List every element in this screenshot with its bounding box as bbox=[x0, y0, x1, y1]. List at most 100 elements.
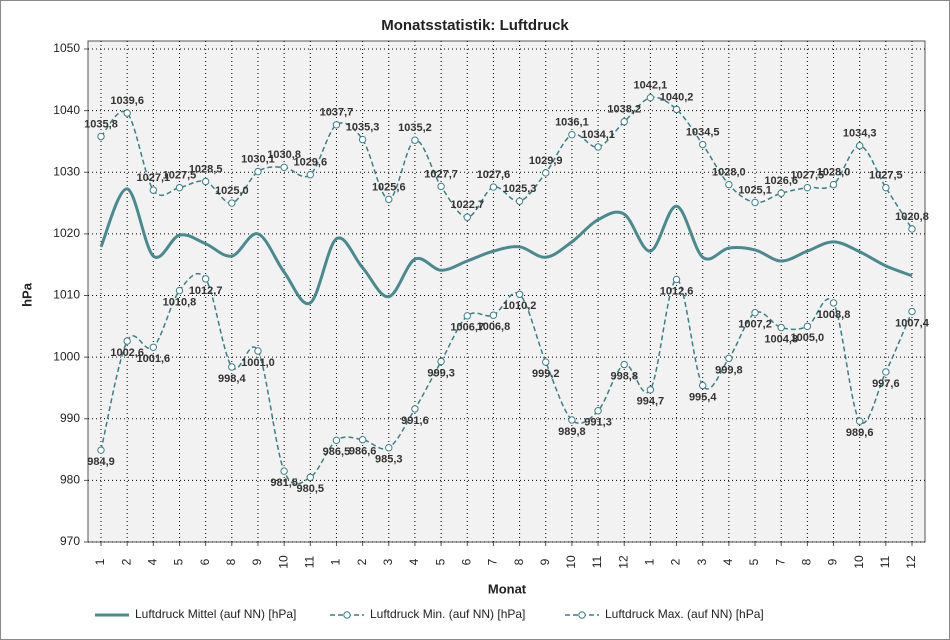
marker bbox=[568, 130, 576, 139]
value-label: 1029,9 bbox=[529, 155, 563, 167]
marker bbox=[411, 405, 419, 413]
marker bbox=[568, 416, 576, 424]
value-label: 1037,7 bbox=[320, 107, 354, 119]
x-tick-label: 1 bbox=[643, 558, 657, 565]
value-label: 1039,6 bbox=[110, 95, 144, 107]
value-label: 1012,6 bbox=[660, 285, 694, 297]
x-tick-label: 9 bbox=[826, 558, 840, 565]
marker bbox=[908, 225, 916, 233]
x-tick-label: 12 bbox=[904, 555, 918, 569]
value-label: 1027,5 bbox=[869, 170, 903, 182]
x-tick-label: 7 bbox=[486, 558, 500, 565]
marker bbox=[97, 446, 105, 454]
value-label: 1030,1 bbox=[241, 154, 275, 166]
value-label: 1006,7 bbox=[450, 322, 484, 334]
marker bbox=[463, 312, 471, 320]
value-label: 1010,8 bbox=[163, 296, 197, 308]
marker bbox=[855, 142, 864, 150]
x-tick-label: 8 bbox=[800, 558, 814, 565]
value-label: 1038,2 bbox=[607, 104, 641, 116]
value-label: 1035,3 bbox=[346, 121, 380, 133]
value-label: 1027,7 bbox=[424, 168, 458, 180]
x-tick-label: 2 bbox=[119, 558, 133, 565]
marker bbox=[358, 135, 367, 144]
marker bbox=[254, 167, 262, 176]
value-label: 1025,1 bbox=[738, 184, 772, 196]
marker bbox=[594, 407, 602, 415]
marker bbox=[829, 299, 838, 307]
value-label: 1035,8 bbox=[84, 118, 118, 130]
value-label: 1001,6 bbox=[136, 353, 170, 365]
marker bbox=[385, 444, 393, 452]
value-label: 1034,5 bbox=[686, 126, 720, 138]
x-tick-label: 5 bbox=[747, 558, 761, 565]
y-tick-label: 1010 bbox=[53, 288, 80, 302]
x-axis-title: Monat bbox=[488, 581, 527, 596]
marker bbox=[149, 186, 158, 194]
x-tick-label: 11 bbox=[302, 555, 316, 568]
marker bbox=[542, 169, 550, 177]
x-tick-label: 1 bbox=[329, 558, 343, 565]
x-tick-label: 10 bbox=[564, 555, 578, 569]
value-label: 1010,2 bbox=[503, 300, 537, 312]
value-label: 981,5 bbox=[270, 477, 298, 489]
marker bbox=[515, 290, 524, 298]
marker bbox=[437, 357, 445, 366]
x-tick-label: 4 bbox=[407, 558, 421, 565]
y-tick-label: 1040 bbox=[53, 103, 80, 117]
value-label: 998,4 bbox=[218, 373, 246, 385]
marker bbox=[332, 436, 341, 445]
y-tick-label: 980 bbox=[60, 473, 80, 487]
marker bbox=[97, 132, 105, 141]
x-tick-label: 5 bbox=[172, 558, 186, 565]
value-label: 1022,7 bbox=[450, 199, 484, 211]
marker bbox=[332, 121, 341, 129]
value-label: 1025,3 bbox=[503, 183, 537, 195]
series-line bbox=[99, 187, 913, 306]
x-tick-label: 2 bbox=[355, 558, 369, 565]
marker bbox=[777, 323, 785, 332]
marker bbox=[803, 322, 812, 331]
value-label: 1026,6 bbox=[764, 175, 798, 187]
value-label: 999,2 bbox=[532, 368, 560, 380]
x-tick-label: 6 bbox=[198, 558, 212, 565]
x-tick-label: 5 bbox=[433, 558, 447, 565]
marker bbox=[908, 307, 916, 316]
value-label: 1006,8 bbox=[477, 321, 511, 333]
value-label: 1004,8 bbox=[764, 333, 798, 345]
marker bbox=[306, 171, 314, 179]
x-tick-label: 11 bbox=[590, 555, 604, 568]
marker bbox=[882, 368, 890, 376]
legend-marker bbox=[578, 611, 586, 619]
value-label: 995,4 bbox=[689, 391, 717, 403]
marker bbox=[149, 343, 158, 351]
value-label: 1027,5 bbox=[163, 170, 197, 182]
marker bbox=[123, 337, 131, 345]
marker bbox=[489, 311, 498, 319]
value-label: 1034,1 bbox=[581, 129, 615, 141]
value-label: 991,6 bbox=[401, 415, 429, 427]
marker bbox=[672, 105, 681, 114]
x-tick-label: 2 bbox=[669, 558, 683, 565]
value-label: 1001,0 bbox=[241, 357, 275, 369]
marker bbox=[175, 286, 184, 295]
marker bbox=[201, 275, 210, 283]
value-label: 997,6 bbox=[872, 378, 900, 390]
value-label: 999,8 bbox=[715, 364, 743, 376]
legend-label: Luftdruck Min. (auf NN) [hPa] bbox=[370, 607, 525, 621]
marker bbox=[646, 93, 655, 102]
value-label: 1027,5 bbox=[791, 170, 825, 182]
marker bbox=[280, 163, 288, 172]
value-label: 1028,5 bbox=[189, 163, 223, 175]
marker bbox=[489, 183, 498, 191]
value-label: 991,3 bbox=[584, 417, 612, 429]
marker bbox=[751, 198, 759, 207]
y-tick-label: 1030 bbox=[53, 164, 80, 178]
value-label: 989,8 bbox=[558, 426, 586, 438]
value-label: 1007,2 bbox=[738, 319, 772, 331]
marker bbox=[725, 180, 733, 189]
x-tick-label: 12 bbox=[616, 555, 630, 569]
value-label: 986,6 bbox=[349, 446, 377, 458]
value-label: 1042,1 bbox=[634, 80, 668, 92]
